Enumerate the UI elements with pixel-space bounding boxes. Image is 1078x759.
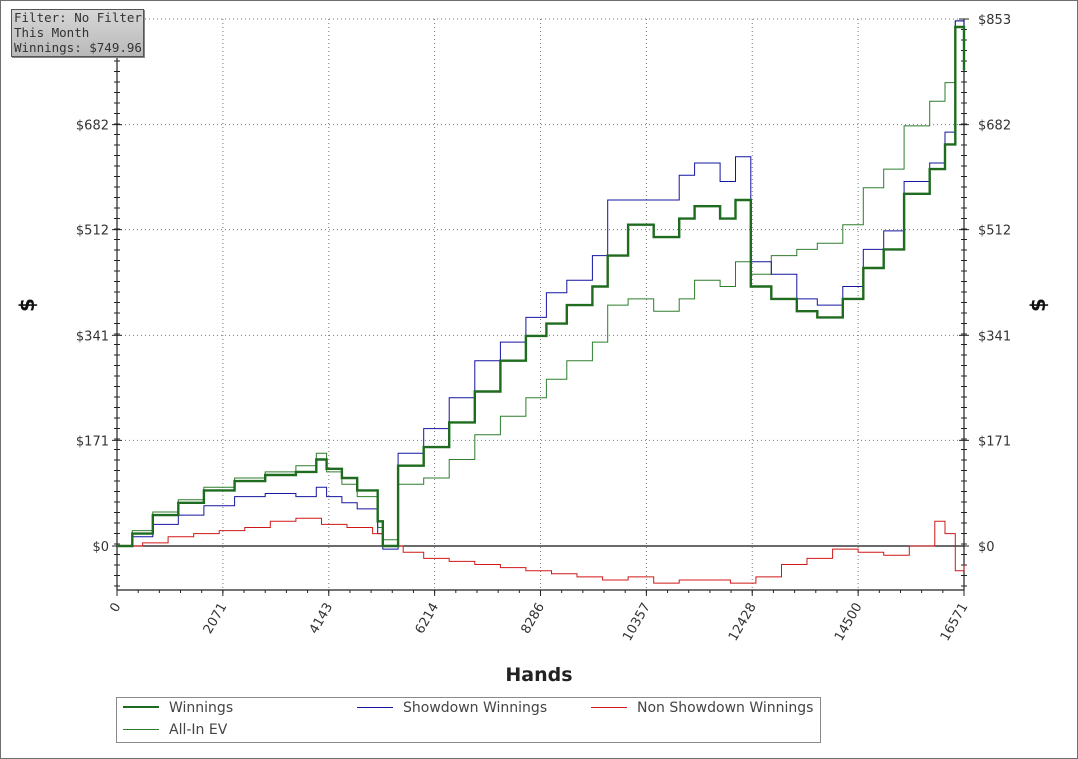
series-line-allin-ev [117,20,965,547]
winnings-total-text: Winnings: $749.96 [14,40,142,55]
y-tick-label: $0 [92,540,109,555]
y-tick-label: $682 [76,119,109,134]
x-tick-label: 0 [107,601,124,616]
legend-label-winnings: Winnings [169,700,234,716]
legend-item-winnings: Winnings [123,700,233,716]
y-tick-label: $512 [978,224,1011,239]
filter-info-box: Filter: No Filter This Month Winnings: $… [11,9,144,57]
x-tick-label: 10357 [620,601,654,644]
y-tick-label: $682 [978,119,1011,134]
legend-swatch-showdown [357,706,393,708]
series-line-winnings [117,25,966,548]
x-tick-label: 4143 [307,601,337,637]
series-lines [117,20,966,584]
legend-label-nonshowdown: Non Showdown Winnings [637,700,814,716]
legend-item-allin: All-In EV [123,722,227,738]
series-line-showdown [117,20,965,550]
x-tick-label: 8286 [518,601,548,637]
legend-swatch-nonshowdown [591,706,627,708]
y-axis-label-left: $ [15,298,39,312]
y-tick-label: $171 [978,434,1011,449]
period-text: This Month [14,25,90,40]
legend-swatch-winnings [123,706,159,708]
chart-legend: Winnings Showdown Winnings Non Showdown … [116,697,821,743]
axes: 0 2071 4143 6214 8286 10357 12428 14500 16571 $0 $… [76,13,1011,644]
x-axis-label: Hands [505,664,572,686]
x-tick-label: 16571 [938,601,972,644]
x-tick-label: 12428 [726,601,760,644]
legend-item-nonshowdown: Non Showdown Winnings [591,700,813,716]
filter-text: Filter: No Filter [14,10,142,25]
grid-lines [117,18,964,590]
legend-swatch-allin [123,728,159,730]
y-tick-label: $341 [978,329,1011,344]
legend-label-showdown: Showdown Winnings [403,700,548,716]
y-tick-label: $341 [76,329,109,344]
y-tick-label: $853 [978,13,1011,28]
legend-label-allin: All-In EV [169,722,228,738]
x-tick-label: 14500 [832,601,866,644]
y-tick-label: $0 [978,540,995,555]
y-tick-label: $512 [76,224,109,239]
legend-item-showdown: Showdown Winnings [357,700,547,716]
x-tick-label: 6214 [413,601,443,637]
x-tick-label: 2071 [201,601,231,637]
y-axis-label-right: $ [1026,298,1050,312]
series-line-nonshowdown [117,517,965,584]
y-tick-label: $171 [76,434,109,449]
